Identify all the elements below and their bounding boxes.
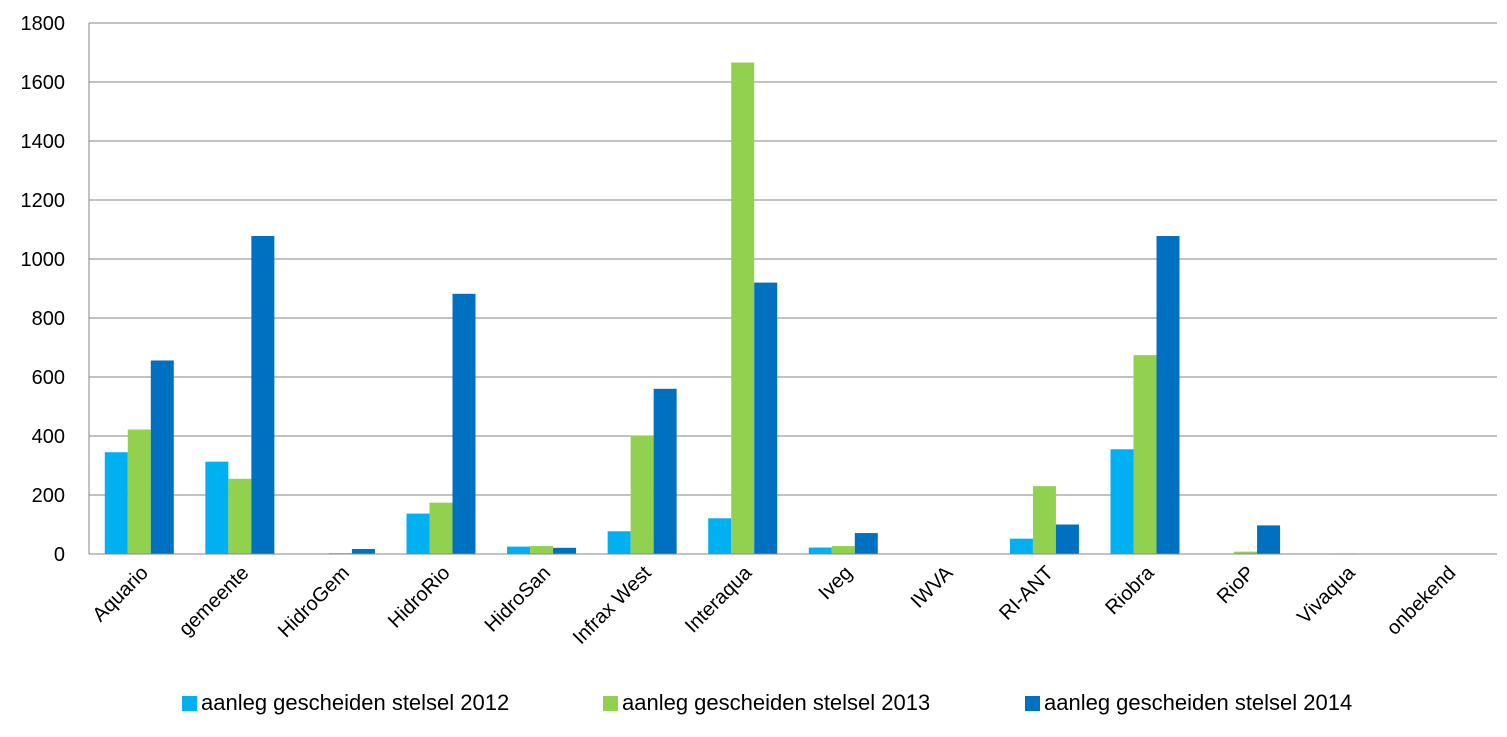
y-tick-label: 0 — [54, 544, 65, 566]
bar-riobra-series-2 — [1133, 355, 1157, 554]
legend-label: aanleg gescheiden stelsel 2014 — [1044, 690, 1352, 715]
bar-ri-ant-series-1 — [1009, 538, 1033, 554]
x-tick-label: IWVA — [907, 562, 958, 613]
legend-label: aanleg gescheiden stelsel 2013 — [622, 690, 930, 715]
y-axis-ticks: 0 200 400 600 800 1000 1200 1400 1600 1800 — [21, 13, 66, 566]
bar-riop-series-3 — [1257, 525, 1281, 554]
bar-hidrogem-series-3 — [351, 548, 375, 554]
x-tick-label: RI-ANT — [995, 562, 1058, 625]
bar-iveg-series-1 — [808, 547, 832, 554]
y-tick-label: 1600 — [21, 72, 66, 94]
bar-interaqua-series-3 — [754, 282, 778, 554]
x-axis-ticks: Aquario gemeente HidroGem HidroRio HidroSan I… — [89, 561, 1461, 648]
bar-aquario-series-2 — [127, 429, 151, 554]
bar-interaqua-series-2 — [731, 62, 755, 554]
bar-infrax-west-series-3 — [653, 388, 677, 554]
bar-riobra-series-3 — [1156, 235, 1180, 555]
bar-hidrosan-series-2 — [530, 546, 554, 554]
y-tick-label: 400 — [32, 426, 65, 448]
y-tick-label: 200 — [32, 485, 65, 507]
bar-gemeente-series-1 — [205, 461, 229, 554]
legend-swatch — [182, 696, 197, 711]
x-tick-label: Iveg — [815, 562, 857, 604]
x-tick-label: Aquario — [89, 562, 153, 626]
x-tick-label: Riobra — [1101, 561, 1159, 619]
legend: aanleg gescheiden stelsel 2012 aanleg ges… — [182, 690, 1352, 715]
x-tick-label: RioP — [1213, 562, 1259, 608]
bar-hidrorio-series-2 — [429, 502, 453, 554]
bar-hidrorio-series-3 — [452, 293, 476, 554]
y-tick-label: 800 — [32, 308, 65, 330]
legend-swatch — [603, 696, 618, 711]
bar-hidrorio-series-1 — [406, 513, 430, 554]
x-tick-label: onbekend — [1383, 562, 1461, 640]
bar-ri-ant-series-3 — [1055, 524, 1079, 554]
x-tick-label: HidroSan — [481, 562, 556, 637]
bar-hidrosan-series-3 — [553, 547, 577, 554]
x-tick-label: HidroRio — [384, 562, 455, 633]
x-tick-label: Interaqua — [681, 561, 757, 637]
x-tick-label: HidroGem — [274, 562, 354, 642]
x-tick-label: gemeente — [175, 562, 253, 640]
bar-infrax-west-series-2 — [630, 435, 654, 554]
legend-label: aanleg gescheiden stelsel 2012 — [201, 690, 509, 715]
bar-gemeente-series-3 — [251, 235, 275, 555]
y-tick-label: 1000 — [21, 249, 66, 271]
bar-riop-series-2 — [1234, 551, 1258, 554]
bars — [104, 62, 1358, 555]
legend-swatch — [1025, 696, 1040, 711]
bar-ri-ant-series-2 — [1032, 486, 1056, 554]
x-tick-label: Vivaqua — [1293, 561, 1360, 628]
y-tick-label: 1200 — [21, 190, 66, 212]
bar-infrax-west-series-1 — [607, 531, 631, 554]
x-tick-label: Infrax West — [569, 562, 656, 649]
bar-aquario-series-1 — [104, 452, 128, 554]
y-tick-label: 1400 — [21, 131, 66, 153]
gridlines — [88, 22, 1497, 554]
bar-iveg-series-3 — [854, 533, 878, 554]
bar-interaqua-series-1 — [708, 518, 732, 554]
bar-iveg-series-2 — [831, 546, 855, 554]
y-tick-label: 1800 — [21, 13, 66, 35]
bar-aquario-series-3 — [150, 360, 174, 554]
y-tick-label: 600 — [32, 367, 65, 389]
bar-gemeente-series-2 — [228, 478, 252, 554]
bar-hidrosan-series-1 — [507, 546, 531, 554]
bar-riobra-series-1 — [1110, 449, 1134, 554]
